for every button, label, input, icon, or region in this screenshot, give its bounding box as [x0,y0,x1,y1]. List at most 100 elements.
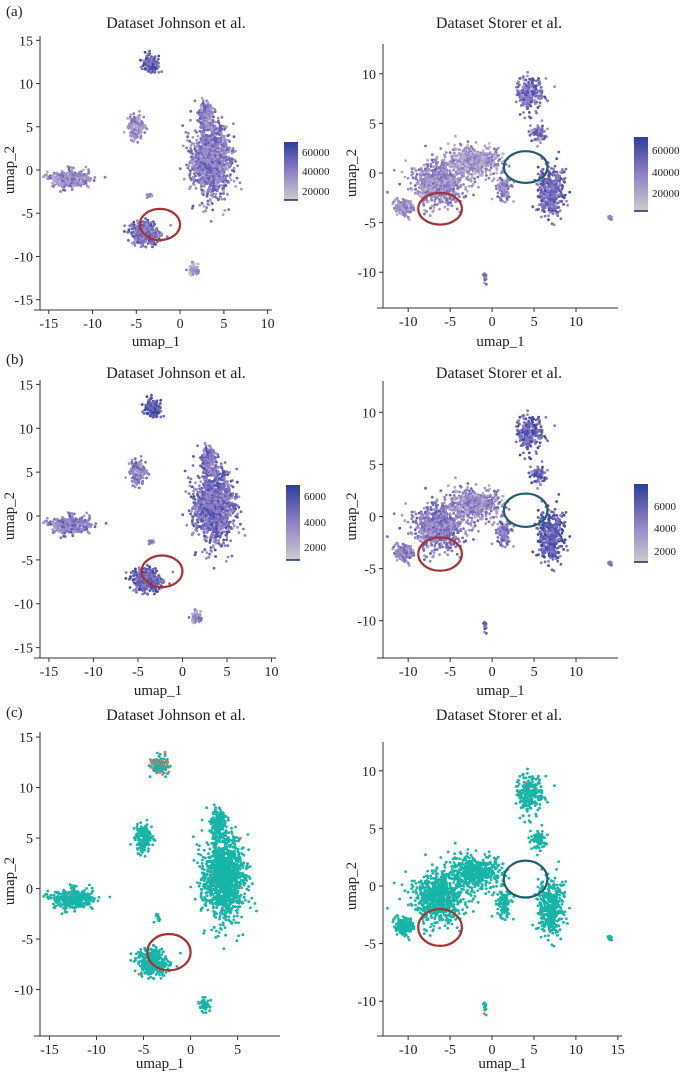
data-point [188,172,192,175]
data-point [213,548,217,552]
data-point [228,175,232,179]
data-point [484,171,488,174]
data-point [426,163,429,167]
colorbar-tick: 4000 [304,517,327,529]
data-point [464,185,467,189]
data-point [450,165,454,168]
data-point [561,168,564,171]
data-point [218,139,222,143]
colorbar-a-right: 60000 40000 20000 [634,137,680,212]
data-point [428,181,432,185]
data-point [216,155,220,159]
data-point [70,168,74,172]
data-point [440,172,444,176]
data-point [449,185,453,189]
data-point [399,210,402,214]
data-point [462,174,465,178]
data-point [220,143,224,147]
data-point [234,149,237,153]
data-point [135,229,139,233]
data-point [147,231,150,235]
data-point [454,134,457,138]
data-point [552,190,556,194]
data-point [145,222,149,226]
data-point [445,181,449,185]
data-point [507,164,511,168]
data-point [226,134,230,138]
data-point [537,126,540,130]
data-point [191,135,195,139]
data-point [213,188,217,192]
data-point [93,176,97,179]
data-point [552,223,556,227]
data-point [495,167,499,171]
y-tick-label: 15 [19,34,33,49]
data-point [539,97,542,101]
data-point [521,88,524,92]
data-point [518,113,522,116]
data-point [484,167,488,171]
data-point [189,118,192,122]
data-point [138,109,141,113]
data-point [480,165,484,169]
data-point [60,185,64,188]
plot-title: Dataset Storer et al. [436,15,562,32]
data-point [557,193,561,196]
data-point [543,95,547,99]
data-point [221,213,225,217]
y-tick-label: 0 [26,164,33,179]
data-point [222,124,226,128]
data-point [418,173,422,177]
data-point [190,178,193,182]
data-point [144,217,147,221]
data-point [538,195,542,199]
data-point [438,200,442,204]
data-point [452,168,456,172]
data-point [431,210,435,214]
data-point [449,176,453,180]
data-point [54,179,58,182]
data-point [204,164,208,168]
data-point [386,190,389,194]
data-point [428,214,432,218]
data-point [132,220,136,224]
data-point [223,134,226,138]
data-point [205,150,209,154]
data-point [409,202,413,206]
data-point [483,276,487,279]
data-point [92,179,96,182]
data-point [148,49,152,53]
data-point [529,116,532,120]
data-point [204,209,208,213]
data-point [476,155,480,159]
data-point [539,89,543,92]
data-point [450,157,454,161]
data-point [553,85,556,88]
colorbar-gradient [284,142,298,200]
data-point [609,217,613,221]
data-point [203,162,207,166]
data-point [188,169,192,172]
data-point [462,169,466,173]
data-point [185,163,188,167]
data-point [209,182,213,185]
data-point [514,100,518,104]
data-point [526,70,529,74]
data-point [488,145,491,149]
data-point [200,130,204,134]
data-point [536,208,539,211]
data-point [519,104,523,107]
data-point [436,175,439,179]
data-point [453,143,457,147]
data-point [471,147,475,151]
data-point [425,182,428,186]
x-tick-label: -5 [130,317,142,332]
data-point [218,176,222,180]
data-point [519,98,522,102]
data-point [542,197,546,201]
data-point [148,62,151,66]
data-point [141,124,145,128]
data-point [141,237,145,241]
data-point [540,168,544,172]
data-point [557,150,561,154]
